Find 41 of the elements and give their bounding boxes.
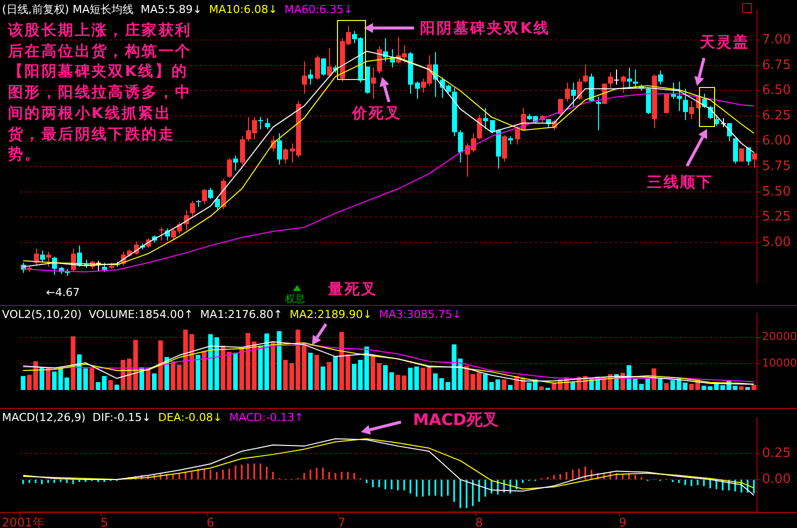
- annotation: 三线顺下: [647, 173, 713, 192]
- text: MA3:3085.75↓: [379, 308, 462, 322]
- x-tick-label: 6: [206, 515, 214, 528]
- text: MA10:6.08↓: [209, 3, 278, 17]
- annotation: VOLUME:1854.00↑: [88, 308, 194, 322]
- y-tick-label: 0.00: [762, 472, 791, 487]
- text: MA2:2189.90↓: [290, 308, 372, 322]
- x-tick-label: 5: [100, 515, 108, 528]
- y-tick-label: 5.25: [762, 210, 791, 225]
- y-tick-label: 0.25: [762, 446, 791, 461]
- text: MA5:5.89↓: [140, 3, 202, 17]
- text: MA60:6.35↓: [284, 3, 353, 17]
- x-tick-label: 2001年: [2, 515, 44, 528]
- chart-title: (日线,前复权) MA短长均线: [2, 3, 134, 17]
- x-tick-label: 7: [338, 515, 346, 528]
- series-label: MA1:2176.80↑: [200, 308, 283, 322]
- annotation: 阳阴墓碑夹双K线: [420, 19, 550, 38]
- annotation: 价死叉: [352, 104, 402, 123]
- y-tick-label: 6.75: [762, 58, 791, 73]
- y-tick-label: 10000: [762, 356, 797, 370]
- annotation: MACD:-0.13↑: [229, 411, 304, 425]
- chart-title: VOL2(5,10,20): [2, 308, 82, 322]
- y-tick-label: 20000: [762, 330, 797, 344]
- y-tick-label: 5.75: [762, 159, 791, 174]
- x-tick-label: 8: [475, 515, 483, 528]
- text: DIF:-0.15↓: [92, 411, 152, 425]
- annotation: 该股长期上涨，庄家获利后在高位出货，构筑一个【阳阴墓碑夹双K线】的图形，阳线拉高诱多，中间的两根小K线抓紧出货，最后阴线下跌的走势。: [8, 20, 193, 165]
- y-tick-label: 7.00: [762, 32, 791, 48]
- annotation: 量死叉: [328, 280, 378, 299]
- annotation: 天灵盖: [700, 33, 750, 52]
- y-tick-label: 6.25: [762, 108, 791, 124]
- annotation: MACD死叉: [413, 410, 498, 431]
- y-tick-label: 6.00: [762, 134, 791, 149]
- x-tick-label: 9: [618, 515, 627, 528]
- text: DEA:-0.08↓: [158, 411, 222, 425]
- y-tick-label: 5.50: [762, 184, 791, 200]
- y-tick-label: 5.00: [762, 234, 791, 250]
- chart-title: MACD(12,26,9): [2, 411, 86, 425]
- y-tick-label: 6.50: [762, 83, 791, 98]
- text: 权息: [285, 292, 305, 306]
- text: ←4.67: [46, 286, 80, 299]
